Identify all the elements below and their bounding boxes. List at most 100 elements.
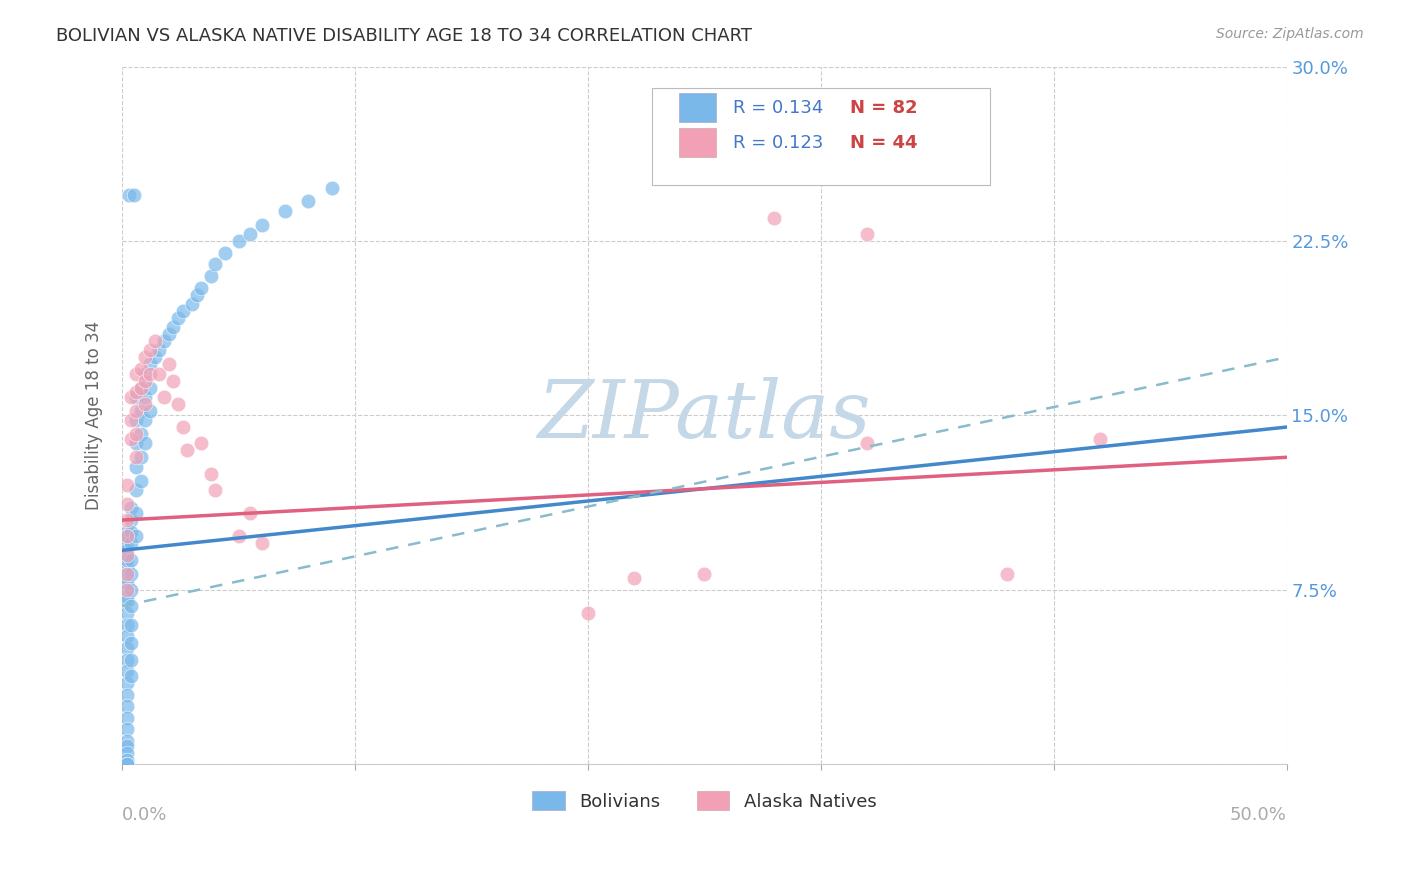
Point bbox=[763, 211, 786, 225]
Point bbox=[120, 636, 142, 650]
Point bbox=[239, 506, 262, 520]
Point bbox=[115, 524, 138, 539]
Point bbox=[120, 582, 142, 597]
Point bbox=[129, 474, 152, 488]
Point bbox=[115, 739, 138, 753]
Point bbox=[162, 320, 184, 334]
Point bbox=[250, 536, 273, 550]
Point bbox=[139, 343, 162, 358]
Point bbox=[115, 665, 138, 679]
Point bbox=[125, 459, 148, 474]
Point bbox=[190, 436, 212, 450]
Point bbox=[125, 385, 148, 400]
Point bbox=[125, 483, 148, 497]
Point bbox=[134, 374, 156, 388]
Point bbox=[125, 413, 148, 427]
Point bbox=[623, 571, 645, 585]
Point bbox=[115, 543, 138, 558]
Point bbox=[115, 575, 138, 590]
Point bbox=[139, 357, 162, 371]
Point bbox=[115, 536, 138, 550]
Point bbox=[115, 478, 138, 492]
Y-axis label: Disability Age 18 to 34: Disability Age 18 to 34 bbox=[86, 321, 103, 510]
Point bbox=[125, 529, 148, 543]
Point bbox=[120, 432, 142, 446]
Point bbox=[115, 582, 138, 597]
Point bbox=[115, 711, 138, 725]
Point bbox=[228, 234, 250, 248]
Text: R = 0.123: R = 0.123 bbox=[734, 134, 824, 152]
Point bbox=[120, 652, 142, 666]
Text: R = 0.134: R = 0.134 bbox=[734, 99, 824, 117]
Point bbox=[172, 420, 194, 434]
Point bbox=[115, 652, 138, 666]
Point bbox=[162, 374, 184, 388]
Point bbox=[129, 404, 152, 418]
Point bbox=[115, 529, 138, 543]
Point bbox=[200, 268, 222, 283]
Point bbox=[122, 187, 145, 202]
Bar bbox=[679, 93, 716, 122]
Point bbox=[120, 390, 142, 404]
Point bbox=[204, 257, 226, 271]
Point bbox=[167, 310, 190, 325]
Point bbox=[115, 552, 138, 566]
Point bbox=[139, 380, 162, 394]
Point bbox=[143, 351, 166, 365]
Point bbox=[228, 529, 250, 543]
Point bbox=[115, 734, 138, 748]
Point bbox=[115, 513, 138, 527]
Point bbox=[115, 559, 138, 574]
Point bbox=[120, 617, 142, 632]
Point bbox=[139, 404, 162, 418]
Point bbox=[143, 334, 166, 348]
Point bbox=[181, 297, 204, 311]
Point bbox=[115, 566, 138, 581]
Point bbox=[115, 629, 138, 643]
Point bbox=[115, 753, 138, 767]
Point bbox=[134, 397, 156, 411]
Point bbox=[297, 194, 319, 209]
Point bbox=[115, 497, 138, 511]
Point bbox=[148, 343, 170, 358]
Point bbox=[115, 548, 138, 562]
Point bbox=[214, 245, 236, 260]
Point bbox=[321, 180, 343, 194]
Point bbox=[125, 404, 148, 418]
Point bbox=[115, 529, 138, 543]
Point bbox=[125, 390, 148, 404]
Point bbox=[125, 427, 148, 442]
Point bbox=[200, 467, 222, 481]
Point bbox=[120, 501, 142, 516]
Text: Source: ZipAtlas.com: Source: ZipAtlas.com bbox=[1216, 27, 1364, 41]
Text: 0.0%: 0.0% bbox=[122, 806, 167, 824]
Point bbox=[129, 450, 152, 465]
Point bbox=[115, 688, 138, 702]
Bar bbox=[679, 128, 716, 157]
Point bbox=[115, 582, 138, 597]
Point bbox=[167, 397, 190, 411]
Point bbox=[153, 390, 176, 404]
Point bbox=[115, 617, 138, 632]
Point bbox=[239, 227, 262, 241]
Point bbox=[204, 483, 226, 497]
Point bbox=[134, 351, 156, 365]
Point bbox=[856, 227, 879, 241]
Point bbox=[115, 640, 138, 655]
Point bbox=[274, 203, 297, 218]
FancyBboxPatch shape bbox=[652, 87, 990, 186]
Point bbox=[125, 367, 148, 381]
Point bbox=[157, 357, 180, 371]
Point bbox=[125, 436, 148, 450]
Point bbox=[153, 334, 176, 348]
Point bbox=[134, 413, 156, 427]
Point bbox=[115, 699, 138, 714]
Point bbox=[115, 606, 138, 620]
Point bbox=[115, 676, 138, 690]
Point bbox=[115, 571, 138, 585]
Point bbox=[157, 326, 180, 341]
Point bbox=[129, 362, 152, 376]
Text: N = 44: N = 44 bbox=[849, 134, 917, 152]
Point bbox=[134, 436, 156, 450]
Point bbox=[115, 566, 138, 581]
